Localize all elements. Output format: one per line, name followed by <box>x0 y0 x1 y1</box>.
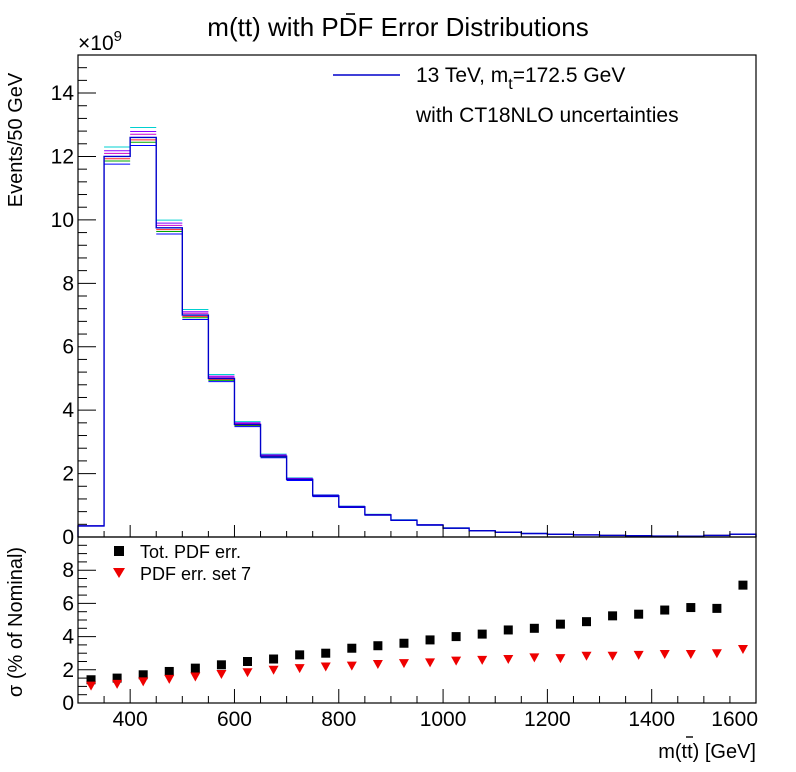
x-tick-label: 1000 <box>420 708 467 731</box>
top-y-tick-label: 6 <box>62 336 74 359</box>
set7-err-point <box>555 654 566 664</box>
set7-err-point <box>112 679 123 689</box>
set7-err-point <box>711 649 722 659</box>
x-tick-label: 800 <box>321 708 356 731</box>
legend-label-total: Tot. PDF err. <box>140 542 241 562</box>
pdf-variation-bands <box>78 126 756 537</box>
total-pdf-err-point <box>634 609 644 619</box>
total-pdf-err-point <box>608 611 618 621</box>
set7-err-point <box>737 645 748 655</box>
set7-err-point <box>190 672 201 682</box>
total-pdf-err-point <box>269 654 279 664</box>
top-y-axis-label: Events/50 GeV <box>5 72 27 207</box>
title-part-1: m(t <box>207 12 245 42</box>
total-pdf-err-point <box>738 580 748 590</box>
top-y-tick-label: 10 <box>51 209 74 232</box>
set7-err-point <box>451 656 462 666</box>
bottom-pad: 0 2 4 6 8 400 600 800 1000 1200 1400 1600 σ (% of N… <box>5 536 758 763</box>
top-y-tick-label: 2 <box>62 463 74 486</box>
total-pdf-err-point <box>529 623 539 633</box>
legend-entry-energy: 13 TeV, mt=172.5 GeV <box>416 64 625 93</box>
total-pdf-err-point <box>347 643 357 653</box>
top-axis-ticks: 0 2 4 6 8 10 12 14 <box>51 67 757 549</box>
x-tick-label: 1600 <box>711 708 758 731</box>
set7-err-point <box>398 659 409 669</box>
x-tick-label: 1400 <box>628 708 675 731</box>
total-pdf-err-point <box>451 632 461 642</box>
top-y-tick-label: 14 <box>51 82 75 105</box>
total-pdf-err-point <box>112 673 122 683</box>
bottom-y-axis-label: σ (% of Nominal) <box>5 547 27 697</box>
total-pdf-err-point <box>373 641 383 651</box>
title-part-3: ) with PDF Error Distributions <box>252 12 589 42</box>
set7-err-point <box>320 662 331 672</box>
set7-err-point <box>659 650 670 660</box>
ratio-markers <box>86 580 748 691</box>
set7-err-point <box>372 659 383 669</box>
total-pdf-err-point <box>582 617 591 627</box>
x-tick-label: 400 <box>113 708 148 731</box>
total-pdf-err-point <box>477 629 487 639</box>
top-frame <box>77 54 757 538</box>
bottom-y-tick-label: 2 <box>62 659 74 682</box>
total-pdf-err-point <box>138 670 148 680</box>
set7-err-point <box>86 681 97 691</box>
total-pdf-err-point <box>712 603 722 613</box>
set7-err-point <box>216 669 227 679</box>
set7-err-point <box>529 653 540 663</box>
set7-err-point <box>425 658 436 668</box>
set7-err-point <box>164 674 175 684</box>
legend-entry-uncertainty: with CT18NLO uncertainties <box>415 104 679 127</box>
set7-err-point <box>581 651 592 661</box>
legend-marker-total <box>114 546 124 556</box>
total-pdf-err-point <box>216 660 226 670</box>
total-pdf-err-point <box>425 635 435 645</box>
set7-err-point <box>268 665 279 675</box>
total-pdf-err-point <box>660 605 670 615</box>
y-exponent-label: ×109 <box>78 28 122 55</box>
set7-err-point <box>242 668 253 678</box>
bottom-y-tick-label: 0 <box>62 692 74 715</box>
top-pad: 0 2 4 6 8 10 12 14 ×109 Events/50 GeV 13 TeV, m… <box>5 28 757 549</box>
nominal-histogram <box>77 136 757 537</box>
set7-err-point <box>503 655 514 665</box>
total-pdf-err-point <box>164 666 174 676</box>
chart-title: m(tt) with PDF Error Distributions <box>207 12 588 42</box>
legend-label-set7: PDF err. set 7 <box>140 564 251 584</box>
total-pdf-err-point <box>686 603 696 613</box>
x-axis-label: m(tt) [GeV] <box>658 741 756 763</box>
x-tick-label: 1200 <box>524 708 571 731</box>
bottom-y-tick-label: 6 <box>62 592 74 615</box>
total-pdf-err-point <box>555 619 565 629</box>
set7-err-point <box>138 677 149 687</box>
bottom-y-tick-label: 4 <box>62 626 74 649</box>
total-pdf-err-point <box>243 657 252 666</box>
set7-err-point <box>477 655 488 665</box>
x-tick-label: 600 <box>217 708 252 731</box>
bottom-y-tick-label: 8 <box>62 559 74 582</box>
set7-err-point <box>685 650 696 660</box>
set7-err-point <box>294 664 305 674</box>
title-part-2: t <box>245 12 253 42</box>
top-y-tick-label: 0 <box>62 526 74 549</box>
total-pdf-err-point <box>190 663 200 673</box>
set7-err-point <box>607 651 618 661</box>
bottom-frame <box>77 536 757 704</box>
top-y-tick-label: 8 <box>62 272 74 295</box>
top-y-tick-label: 12 <box>51 145 74 168</box>
total-pdf-err-point <box>503 625 513 635</box>
set7-err-point <box>346 661 357 671</box>
total-pdf-err-point <box>399 638 409 648</box>
total-pdf-err-point <box>295 650 305 660</box>
total-pdf-err-point <box>321 648 331 658</box>
set7-err-point <box>633 650 644 660</box>
top-y-tick-label: 4 <box>62 399 74 422</box>
total-pdf-err-point <box>86 675 96 685</box>
legend-marker-set7 <box>113 568 125 578</box>
